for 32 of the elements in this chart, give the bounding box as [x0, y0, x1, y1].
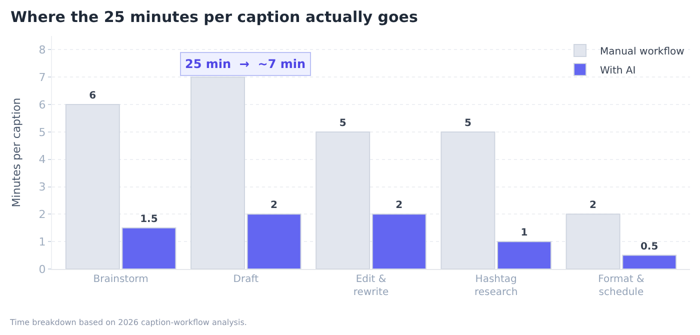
y-tick-label: 5: [38, 126, 46, 139]
y-tick-label: 4: [38, 153, 46, 166]
y-tick-label: 3: [38, 180, 46, 194]
y-tick-label: 8: [38, 44, 46, 57]
x-tick-label: Edit & rewrite: [353, 274, 389, 298]
x-tick-label: Draft: [233, 274, 259, 285]
data-label: 2: [396, 200, 403, 212]
legend-label: With AI: [600, 65, 636, 76]
y-tick-label: 6: [38, 98, 46, 112]
data-label: 2: [590, 200, 597, 212]
annotation: 25 min → ~7 min: [185, 57, 306, 71]
legend-label: Manual workflow: [600, 46, 684, 58]
data-label: 0.5: [640, 241, 658, 252]
bar: [246, 214, 302, 269]
chart-title: Where the 25 minutes per caption actually goes: [10, 8, 418, 26]
x-tick-label: Format & schedule: [598, 274, 645, 298]
x-tick-label: Brainstorm: [93, 274, 148, 285]
data-label: 5: [464, 118, 472, 129]
y-tick-label: 0: [38, 262, 46, 276]
text: Time breakdown based on 2026 caption-workflow analysis.: [9, 318, 247, 327]
y-tick-label: 1: [38, 235, 46, 248]
x-tick-label: Hashtag research: [474, 274, 518, 298]
data-label: 2: [270, 200, 278, 212]
bar: [497, 241, 552, 269]
data-label: 1.5: [140, 214, 158, 225]
data-label: 1: [520, 228, 528, 239]
data-label: 5: [339, 118, 346, 129]
data-label: 6: [89, 90, 96, 102]
y-axis-title: Minutes per caption: [10, 98, 23, 208]
bar: [372, 214, 426, 269]
y-tick-label: 7: [38, 70, 46, 84]
y-tick-label: 2: [38, 208, 46, 222]
